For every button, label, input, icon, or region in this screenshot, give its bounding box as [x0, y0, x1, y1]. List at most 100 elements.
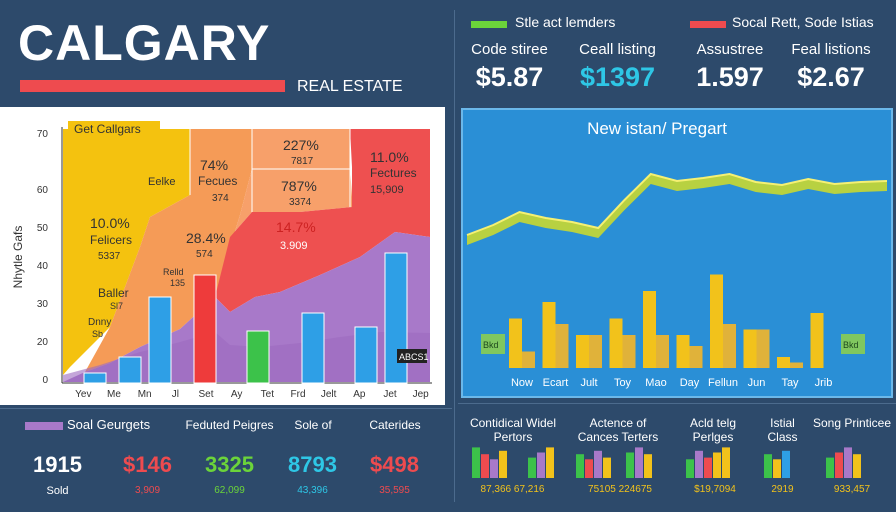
mini-label-2: Actence of Cances Terters [577, 416, 659, 444]
left-x-label: Jet [383, 389, 397, 400]
left-x-label: Set [198, 389, 213, 400]
bottom-stat-value-5: $498 [370, 452, 419, 477]
mini-label-3: Acld telg Perlges [689, 416, 737, 444]
title-accent-bar [20, 80, 285, 92]
left-xlabels: Yev Me Mn Jl Set Ay Tet Frd Jelt Ap Jet Jep [75, 389, 429, 400]
mini-bar [782, 450, 790, 478]
mini-bar [844, 447, 852, 478]
mini-bar [594, 450, 602, 478]
bottom-stat-sub-3: 62,099 [214, 485, 245, 496]
right-tag-left-text: Bkd [483, 340, 499, 350]
bottom-stat-label-5: Caterides [369, 418, 421, 432]
ann-10: 10.0% [90, 215, 130, 231]
right-bar-b [656, 335, 669, 368]
left-x-label: Tet [261, 389, 275, 400]
right-x-label: Mao [645, 377, 666, 389]
top-stat-label-3: Assustree [696, 41, 764, 58]
ann-74: 74% [200, 157, 228, 173]
bottom-stat-sub-5: 35,595 [379, 485, 410, 496]
left-x-label: Me [107, 389, 121, 400]
mini-bar [499, 450, 507, 478]
right-bar-a [643, 291, 656, 368]
ann-dnny: Dnny [88, 317, 111, 328]
left-x-label: Frd [291, 389, 306, 400]
mini-sub-2: 75105 224675 [588, 484, 652, 495]
left-tick-label: 40 [37, 261, 49, 272]
ann-11: 11.0% [370, 149, 409, 165]
mini-bar [704, 457, 712, 478]
mini-label-1: Contidical Widel Pertors [469, 416, 557, 444]
right-bar-b [555, 324, 569, 368]
top-stat-label-2: Ceall listing [579, 41, 656, 58]
ann-eelke: Eelke [148, 176, 176, 188]
right-x-label: Ecart [543, 377, 569, 389]
box-label-rect [397, 349, 427, 363]
right-bar-b [756, 329, 770, 368]
right-bar-b [689, 346, 703, 368]
legend-label-1: Stle act lemders [515, 14, 616, 30]
right-x-label: Now [511, 377, 533, 389]
top-stat-value-2: $1397 [579, 62, 656, 92]
ann-374: 374 [212, 193, 229, 204]
mini-bar [695, 450, 703, 478]
right-chart-panel: New istan/ Pregart Now Ecart Jult Toy Mao Day… [461, 108, 893, 398]
bottom-stat-value-3: 3325 [205, 452, 254, 477]
right-line-area [466, 172, 888, 245]
ann-baller: Baller [98, 286, 129, 300]
right-bar-a [676, 335, 690, 368]
ann-3374: 3374 [289, 197, 312, 208]
left-tick-label: 20 [37, 337, 49, 348]
left-tick-label: 0 [42, 375, 48, 386]
chart-title-box [68, 121, 160, 137]
legend-label-2: Socal Rett, Sode Istias [732, 14, 874, 30]
ann-relld: Relld [163, 267, 184, 277]
right-bar-a [509, 318, 522, 368]
right-line-band [467, 174, 887, 245]
mini-bar [722, 447, 730, 478]
left-bar [148, 296, 172, 384]
right-bar-a [710, 274, 723, 368]
mini-bar [826, 457, 834, 478]
ann-fectures: Fectures [370, 166, 417, 180]
right-bar-b [723, 324, 736, 368]
bottom-stat-value-4: 8793 [288, 452, 337, 477]
right-x-label: Jult [580, 377, 597, 389]
left-bar [384, 252, 408, 384]
mini-bars-group [472, 447, 861, 478]
right-bar-b [589, 335, 602, 368]
right-bar-a [777, 357, 790, 368]
bottom-stat-label-4: Sole of [294, 418, 332, 432]
ann-15909: 15,909 [370, 184, 404, 196]
right-x-label: Jun [748, 377, 766, 389]
ann-fecues: Fecues [198, 174, 237, 188]
left-x-label: Jelt [321, 389, 337, 400]
right-line [466, 172, 888, 236]
bottom-stat-sub-4: 43,396 [297, 485, 328, 496]
left-bar [354, 326, 378, 384]
box-label-text: ABCS1 [399, 352, 429, 362]
mini-bar [576, 454, 584, 478]
right-tag-right-text: Bkd [843, 340, 859, 350]
bottom-legend-label: Soal Geurgets [67, 417, 151, 432]
right-tag-left-box [481, 334, 505, 354]
top-stat-value-3: 1.597 [696, 62, 764, 92]
bottom-stat-value-2: $146 [123, 452, 172, 477]
right-x-label: Day [680, 377, 700, 389]
ann-135: 135 [170, 278, 185, 288]
right-x-label: Toy [614, 377, 632, 389]
top-stat-value-1: $5.87 [475, 62, 544, 92]
right-chart-title: New istan/ Pregart [587, 119, 727, 138]
left-x-label: Jl [172, 389, 179, 400]
mini-bar [635, 447, 643, 478]
left-ylabel: Nhytle Gafs [11, 226, 25, 289]
ann-147: 14.7% [276, 219, 316, 235]
right-tag-right-box [841, 334, 865, 354]
mini-bar [853, 454, 861, 478]
right-x-label: Jrib [815, 377, 833, 389]
right-bar-a [609, 318, 623, 368]
left-tick-label: 50 [37, 223, 49, 234]
right-xlabels: Now Ecart Jult Toy Mao Day Fellun Jun Tay Jrib [511, 377, 832, 389]
area-red [215, 129, 430, 312]
ann-sl7: Sl7 [110, 301, 123, 311]
bottom-divider-right [458, 403, 896, 404]
